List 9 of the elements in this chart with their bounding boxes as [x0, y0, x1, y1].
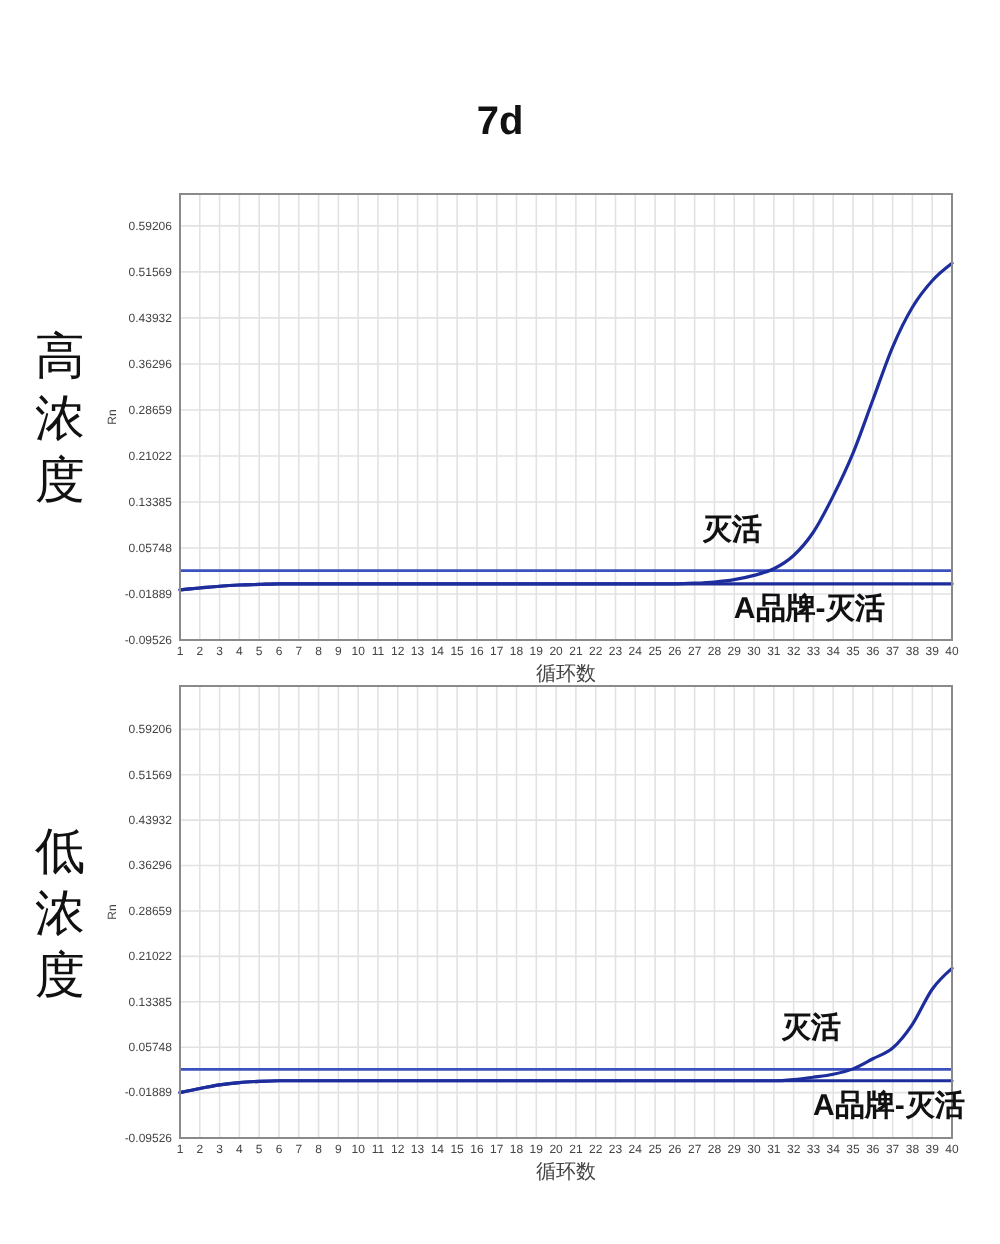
- text: 高浓度: [35, 327, 85, 509]
- series-label: 灭活: [781, 1011, 842, 1046]
- series-label: A品牌-灭活: [813, 1088, 965, 1123]
- x-axis-title: 循环数: [536, 664, 596, 686]
- x-axis-title: 循环数: [536, 1162, 596, 1184]
- chart-title: 7d: [476, 100, 524, 144]
- series-label: A品牌-灭活: [733, 591, 886, 626]
- text: 低浓度: [35, 822, 85, 1004]
- series-label: 灭活: [701, 512, 762, 547]
